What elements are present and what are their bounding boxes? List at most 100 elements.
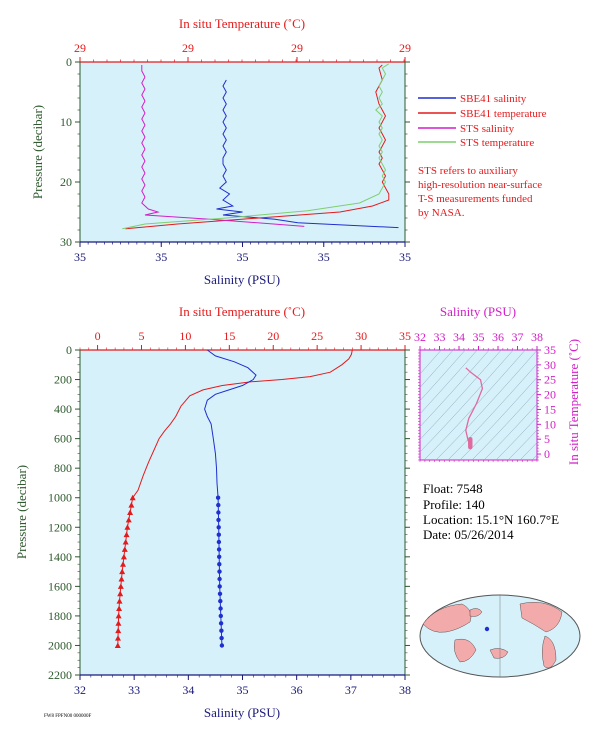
full-profile-temperature-title: In situ Temperature (˚C) [179,304,305,319]
salinity-sample-marker [218,613,223,619]
pressure-tick-label: 1400 [48,550,72,564]
ts-salinity-tick-label: 36 [492,330,504,344]
ts-salinity-tick-label: 34 [453,330,465,344]
temperature-sample-marker [121,546,128,552]
salinity-sample-marker [219,628,224,633]
salinity-sample-marker [217,576,222,582]
salinity-sample-marker [217,584,222,589]
temperature-sample-marker [117,583,124,589]
temperature-sample-marker [123,531,130,538]
salinity-sample-marker [216,510,221,515]
top-temperature-tick-label: 29 [399,41,411,55]
ts-salinity-title: Salinity (PSU) [440,304,516,319]
ts-density-contour [483,403,537,460]
map-float-marker [484,626,490,632]
ts-salinity-tick-label: 38 [531,330,543,344]
temperature-sample-marker [116,598,123,604]
temperature-tick-label: 5 [138,329,144,343]
near-surface-pressure-label: Pressure (decibar) [30,105,45,199]
sts-note-line: STS refers to auxiliary [418,165,518,177]
ts-temperature-tick-label: 35 [544,343,556,357]
ts-density-contour [420,350,490,428]
legend-label-sts-temperature: STS temperature [460,137,534,149]
temperature-sample-marker [127,509,134,515]
salinity-sample-marker [215,495,221,500]
salinity-sample-marker [216,532,221,537]
pressure-tick-label: 1600 [48,579,72,593]
footer-id: FW8 FPFN00 000000F [44,714,91,719]
pressure-tick-label: 2000 [48,638,72,652]
salinity-sample-marker [218,606,223,611]
salinity-sample-marker [217,569,222,574]
ts-density-contour [447,363,537,460]
map-landmass [422,603,472,633]
temperature-sample-marker [115,620,122,626]
bottom-salinity-tick-label: 35 [237,250,249,264]
ts-series [465,367,484,450]
pressure-tick-label: 400 [54,402,72,416]
pressure-tick-label: 0 [66,55,72,69]
salinity-tick-label: 37 [345,683,357,697]
ts-deep-marker [468,437,473,442]
map-landmass [489,648,509,659]
ts-density-contour [507,429,537,460]
full-profile-plot-area [80,350,405,675]
salinity-tick-label: 38 [399,683,411,697]
sts-note-line: T-S measurements funded [418,193,533,205]
ts-temperature-tick-label: 25 [544,373,556,387]
date: Date: 05/26/2014 [423,527,514,542]
ts-temperature-tick-label: 5 [544,432,550,446]
map-landmass [519,602,563,633]
salinity-sample-marker [217,591,223,596]
ts-salinity-tick-label: 32 [414,330,426,344]
legend-label-sbe41-salinity: SBE41 salinity [460,93,527,105]
near-surface-temperature-title: In situ Temperature (˚C) [179,16,305,31]
temperature-sample-marker [125,516,132,523]
full-profile-panel: 0 5 10 15 20 25 30 35 32 33 34 35 36 37 38 0 200 400 600 80… [14,304,411,720]
ts-density-contour [471,390,537,460]
temperature-sample-marker [119,568,126,575]
salinity-sample-marker [216,547,222,552]
temperature-tick-label: 30 [355,329,367,343]
map-continents [422,595,563,677]
profile-number: Profile: 140 [423,497,485,512]
location-map [419,594,581,678]
series-sbe41-salinity [216,79,399,229]
sts-note-line: high-resolution near-surface [418,179,542,191]
temperature-tick-label: 0 [95,329,101,343]
salinity-sample-marker [216,517,221,523]
ts-temperature-label: In situ Temperature (˚C) [566,339,581,465]
series-sts-salinity [141,65,305,227]
temperature-sample-marker [120,553,127,560]
top-temperature-tick-label: 29 [291,41,303,55]
pressure-tick-label: 20 [60,175,72,189]
salinity-sample-marker [219,635,224,641]
bottom-salinity-tick-label: 35 [399,250,411,264]
ts-salinity-tick-label: 37 [512,330,524,344]
ts-density-contour [519,442,537,460]
ts-density-contour [420,350,442,375]
pressure-tick-label: 1000 [48,491,72,505]
temperature-sample-marker [120,561,127,567]
ts-density-contour [420,350,466,402]
salinity-tick-label: 34 [182,683,194,697]
ts-temperature-tick-label: 20 [544,388,556,402]
salinity-tick-label: 33 [128,683,140,697]
pressure-tick-label: 0 [66,343,72,357]
pressure-tick-label: 800 [54,461,72,475]
float-info: Float: 7548 Profile: 140 Location: 15.1°… [423,481,559,542]
legend-label-sbe41-temperature: SBE41 temperature [460,108,547,120]
ts-temperature-tick-label: 0 [544,447,550,461]
top-temperature-tick-label: 29 [74,41,86,55]
temperature-sample-marker [129,494,136,501]
full-profile-ticks: 0 5 10 15 20 25 30 35 32 33 34 35 36 37 38 0 200 400 600 80… [48,329,411,697]
pressure-tick-label: 10 [60,115,72,129]
sts-note-line: by NASA. [418,207,465,219]
pressure-tick-label: 200 [54,373,72,387]
sts-note: STS refers to auxiliary high-resolution … [418,165,542,219]
bottom-salinity-tick-label: 35 [155,250,167,264]
ts-density-contour [420,350,502,440]
temperature-sample-marker [114,642,121,648]
